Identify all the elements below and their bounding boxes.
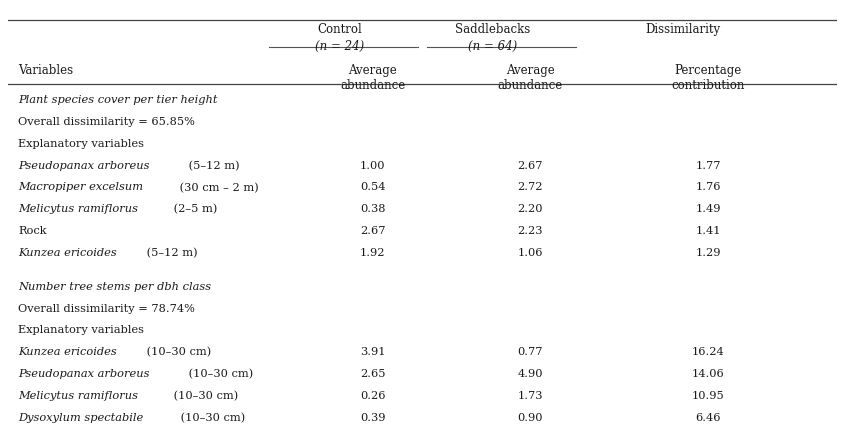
Text: 1.00: 1.00	[360, 160, 385, 171]
Text: 10.95: 10.95	[691, 391, 723, 401]
Text: Melicytus ramiflorus: Melicytus ramiflorus	[19, 204, 138, 214]
Text: 2.72: 2.72	[517, 182, 542, 193]
Text: Pseudopanax arboreus: Pseudopanax arboreus	[19, 160, 149, 171]
Text: Percentage
contribution: Percentage contribution	[671, 64, 744, 92]
Text: 0.90: 0.90	[517, 413, 542, 422]
Text: Kunzea ericoides: Kunzea ericoides	[19, 347, 117, 357]
Text: Dissimilarity: Dissimilarity	[645, 23, 720, 36]
Text: (n = 64): (n = 64)	[468, 40, 517, 53]
Text: Overall dissimilarity = 78.74%: Overall dissimilarity = 78.74%	[19, 303, 195, 313]
Text: 2.67: 2.67	[517, 160, 542, 171]
Text: 1.73: 1.73	[517, 391, 542, 401]
Text: 6.46: 6.46	[695, 413, 720, 422]
Text: 1.92: 1.92	[360, 248, 385, 258]
Text: Kunzea ericoides: Kunzea ericoides	[19, 248, 117, 258]
Text: 0.26: 0.26	[360, 391, 385, 401]
Text: (5–12 m): (5–12 m)	[143, 248, 197, 258]
Text: (10–30 cm): (10–30 cm)	[170, 391, 238, 401]
Text: (10–30 cm): (10–30 cm)	[143, 347, 211, 357]
Text: 0.77: 0.77	[517, 347, 542, 357]
Text: 1.76: 1.76	[695, 182, 720, 193]
Text: (2–5 m): (2–5 m)	[170, 204, 217, 214]
Text: 3.91: 3.91	[360, 347, 385, 357]
Text: 0.38: 0.38	[360, 204, 385, 214]
Text: Pseudopanax arboreus: Pseudopanax arboreus	[19, 369, 149, 379]
Text: 2.65: 2.65	[360, 369, 385, 379]
Text: 14.06: 14.06	[691, 369, 723, 379]
Text: 1.49: 1.49	[695, 204, 720, 214]
Text: Plant species cover per tier height: Plant species cover per tier height	[19, 95, 218, 105]
Text: (n = 24): (n = 24)	[315, 40, 364, 53]
Text: Saddlebacks: Saddlebacks	[455, 23, 530, 36]
Text: Variables: Variables	[19, 64, 73, 77]
Text: Control: Control	[317, 23, 361, 36]
Text: 2.23: 2.23	[517, 226, 542, 236]
Text: 2.20: 2.20	[517, 204, 542, 214]
Text: (10–30 cm): (10–30 cm)	[176, 413, 245, 423]
Text: Average
abundance: Average abundance	[497, 64, 562, 92]
Text: Dysoxylum spectabile: Dysoxylum spectabile	[19, 413, 143, 422]
Text: Explanatory variables: Explanatory variables	[19, 139, 144, 149]
Text: 1.29: 1.29	[695, 248, 720, 258]
Text: Macropiper excelsum: Macropiper excelsum	[19, 182, 143, 193]
Text: 16.24: 16.24	[691, 347, 723, 357]
Text: Rock: Rock	[19, 226, 46, 236]
Text: Number tree stems per dbh class: Number tree stems per dbh class	[19, 282, 211, 292]
Text: Melicytus ramiflorus: Melicytus ramiflorus	[19, 391, 138, 401]
Text: Explanatory variables: Explanatory variables	[19, 325, 144, 335]
Text: 4.90: 4.90	[517, 369, 542, 379]
Text: 2.67: 2.67	[360, 226, 385, 236]
Text: 1.41: 1.41	[695, 226, 720, 236]
Text: (30 cm – 2 m): (30 cm – 2 m)	[176, 182, 259, 193]
Text: 1.06: 1.06	[517, 248, 542, 258]
Text: 1.77: 1.77	[695, 160, 720, 171]
Text: 0.39: 0.39	[360, 413, 385, 422]
Text: (10–30 cm): (10–30 cm)	[185, 369, 252, 379]
Text: (5–12 m): (5–12 m)	[185, 160, 239, 171]
Text: 0.54: 0.54	[360, 182, 385, 193]
Text: Average
abundance: Average abundance	[340, 64, 405, 92]
Text: Overall dissimilarity = 65.85%: Overall dissimilarity = 65.85%	[19, 117, 195, 127]
